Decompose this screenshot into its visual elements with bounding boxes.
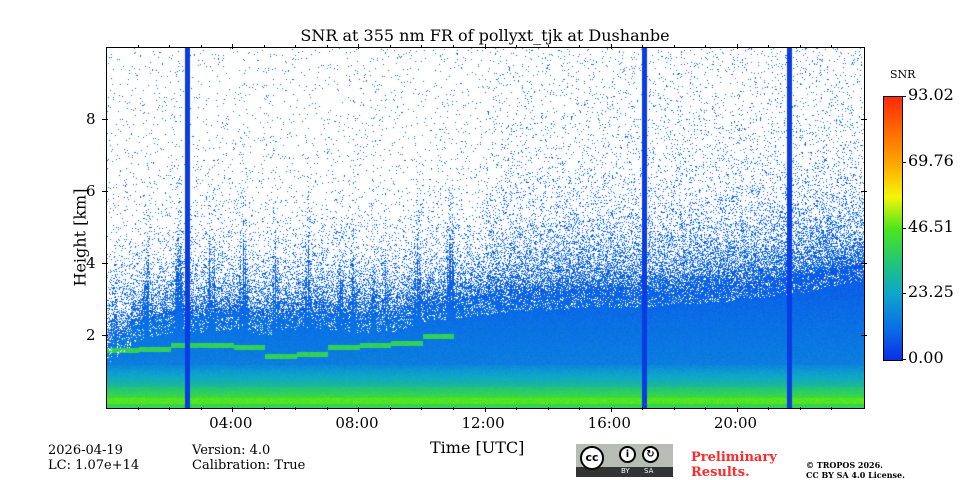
y-tick-mark	[861, 263, 867, 264]
attribution-icon: i	[619, 446, 636, 463]
x-tick-mark	[610, 44, 612, 49]
x-minor-tick	[263, 407, 265, 410]
x-minor-tick	[169, 407, 171, 410]
share-alike-icon: ↻	[642, 446, 659, 463]
colorbar-tick-label: 23.25	[908, 282, 954, 302]
x-tick-mark	[232, 44, 234, 49]
colorbar-tick-mark	[902, 293, 906, 295]
x-tick-mark	[736, 407, 738, 412]
x-axis-label: Time [UTC]	[430, 438, 525, 457]
x-minor-tick	[799, 407, 801, 410]
y-tick-mark	[102, 119, 108, 120]
calibration-label: Calibration: True	[192, 458, 306, 473]
x-tick-label: 16:00	[587, 414, 631, 432]
x-minor-tick	[579, 45, 581, 48]
x-minor-tick	[642, 45, 644, 48]
x-minor-tick	[200, 407, 202, 410]
colorbar-tick-label: 46.51	[908, 216, 954, 236]
x-minor-tick	[295, 407, 297, 410]
y-tick-mark	[861, 191, 867, 192]
x-minor-tick	[547, 407, 549, 410]
x-minor-tick	[200, 45, 202, 48]
results-label: Results.	[691, 465, 750, 480]
x-minor-tick	[389, 407, 391, 410]
x-minor-tick	[831, 407, 833, 410]
colorbar-tick-mark	[902, 161, 906, 163]
x-tick-mark	[610, 407, 612, 412]
x-minor-tick	[673, 407, 675, 410]
colorbar-tick-mark	[902, 359, 906, 360]
y-tick-mark	[102, 335, 108, 336]
y-tick-mark	[861, 119, 867, 120]
x-minor-tick	[169, 45, 171, 48]
chart-title: SNR at 355 nm FR of pollyxt_tjk at Dusha…	[300, 26, 670, 45]
x-tick-mark	[358, 407, 360, 412]
cc-sa-label: SA	[644, 467, 654, 475]
x-minor-tick	[421, 45, 423, 48]
x-minor-tick	[705, 407, 707, 410]
x-minor-tick	[547, 45, 549, 48]
cc-logo-bar	[576, 467, 673, 477]
x-minor-tick	[137, 45, 139, 48]
x-minor-tick	[799, 45, 801, 48]
colorbar-tick-label: 69.76	[908, 150, 954, 170]
x-minor-tick	[673, 45, 675, 48]
x-minor-tick	[516, 45, 518, 48]
x-minor-tick	[389, 45, 391, 48]
x-tick-mark	[232, 407, 234, 412]
x-minor-tick	[516, 407, 518, 410]
x-tick-mark	[484, 407, 486, 412]
x-tick-mark	[484, 44, 486, 49]
x-minor-tick	[421, 407, 423, 410]
y-tick-mark	[861, 335, 867, 336]
plot-frame	[106, 47, 865, 409]
x-tick-label: 08:00	[335, 414, 379, 432]
date-label: 2026-04-19	[48, 443, 123, 458]
x-minor-tick	[768, 407, 770, 410]
colorbar	[883, 96, 903, 361]
x-minor-tick	[452, 407, 454, 410]
x-minor-tick	[326, 407, 328, 410]
x-minor-tick	[831, 45, 833, 48]
lidar-constant: LC: 1.07e+14	[48, 458, 140, 473]
x-minor-tick	[263, 45, 265, 48]
x-tick-mark	[358, 44, 360, 49]
colorbar-tick-mark	[902, 227, 906, 229]
y-tick-mark	[102, 191, 108, 192]
x-minor-tick	[295, 45, 297, 48]
x-tick-label: 12:00	[461, 414, 505, 432]
x-minor-tick	[642, 407, 644, 410]
y-axis-label: Height [km]	[70, 188, 90, 287]
colorbar-tick-label: 93.02	[908, 85, 954, 104]
x-minor-tick	[137, 407, 139, 410]
y-tick-label: 8	[86, 110, 96, 128]
snr-heatmap	[107, 48, 864, 408]
x-minor-tick	[768, 45, 770, 48]
y-tick-label: 2	[86, 326, 96, 344]
colorbar-label: SNR	[890, 68, 916, 81]
x-minor-tick	[452, 45, 454, 48]
version-label: Version: 4.0	[192, 443, 271, 458]
preliminary-label: Preliminary	[691, 450, 777, 465]
cc-icon: cc	[580, 446, 604, 470]
colorbar-tick-label: 0.00	[908, 348, 944, 367]
x-minor-tick	[579, 407, 581, 410]
x-tick-label: 04:00	[209, 414, 253, 432]
x-minor-tick	[326, 45, 328, 48]
cc-by-label: BY	[621, 467, 630, 475]
license-label: CC BY SA 4.0 License.	[806, 470, 905, 480]
y-tick-label: 4	[86, 254, 96, 272]
x-tick-label: 20:00	[713, 414, 758, 432]
x-tick-mark	[736, 44, 738, 49]
x-minor-tick	[705, 45, 707, 48]
copyright-label: © TROPOS 2026.	[806, 460, 883, 470]
y-tick-mark	[102, 263, 108, 264]
colorbar-tick-mark	[902, 96, 906, 97]
y-tick-label: 6	[86, 182, 96, 200]
